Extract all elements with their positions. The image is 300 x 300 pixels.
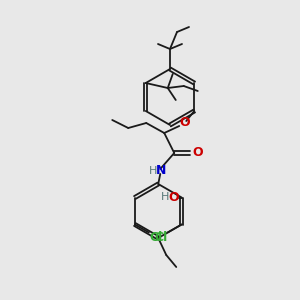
Text: Cl: Cl [149, 231, 163, 244]
Text: O: O [179, 116, 190, 130]
Text: N: N [156, 164, 166, 178]
Text: H: H [149, 166, 158, 176]
Text: H: H [160, 193, 169, 202]
Text: Cl: Cl [154, 231, 167, 244]
Text: O: O [192, 146, 202, 160]
Text: O: O [168, 191, 179, 204]
